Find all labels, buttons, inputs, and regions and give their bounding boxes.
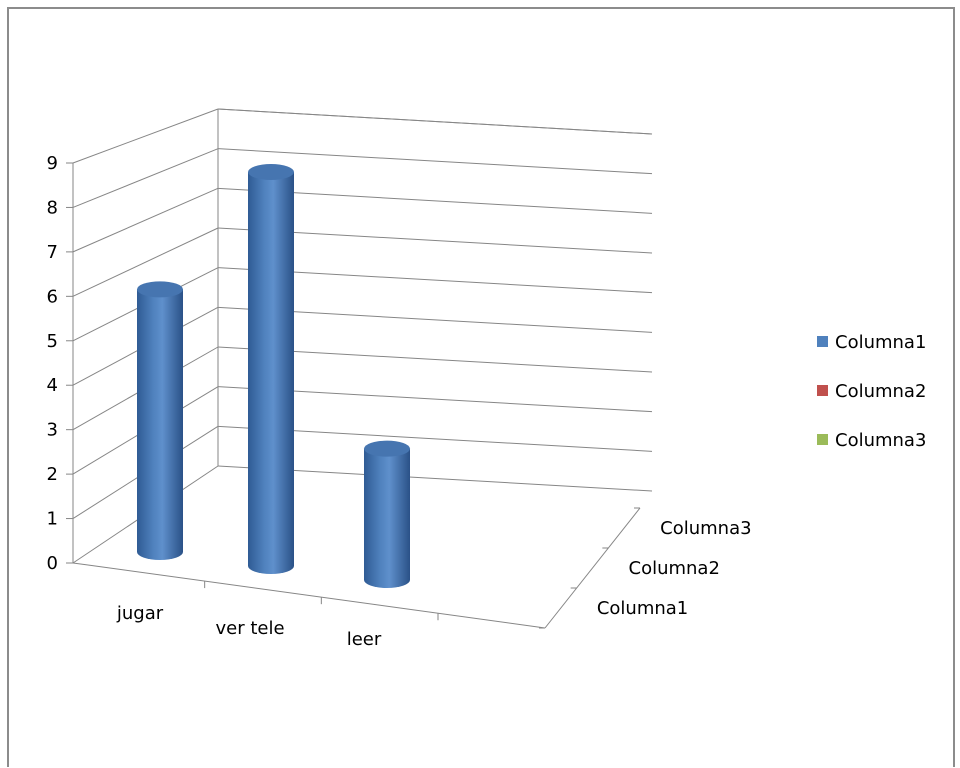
bar-top <box>248 164 294 180</box>
legend-swatch <box>817 385 828 396</box>
bar-body <box>137 289 183 560</box>
y-tick-label: 5 <box>47 331 58 352</box>
depth-axis-line <box>544 507 641 629</box>
y-tick-label: 6 <box>47 286 58 307</box>
x-tick-label: ver tele <box>215 618 284 639</box>
depth-tick-label: Columna3 <box>660 518 751 539</box>
bar-ver-tele <box>248 164 294 574</box>
gridline <box>72 187 219 253</box>
depth-tick-label: Columna2 <box>629 558 720 579</box>
y-tick-label: 0 <box>47 553 58 574</box>
x-tick-label: jugar <box>116 603 164 624</box>
bar-body <box>364 448 410 588</box>
gridline <box>217 148 653 175</box>
y-tick-label: 4 <box>47 375 58 396</box>
bar-leer <box>364 440 410 588</box>
y-tick-label: 1 <box>47 509 58 530</box>
y-tick-label: 7 <box>47 242 58 263</box>
legend-swatch <box>817 434 828 445</box>
y-tick-label: 9 <box>47 153 58 174</box>
x-axis-line <box>87 564 546 629</box>
gridline <box>72 108 219 164</box>
y-tick-label: 2 <box>47 464 58 485</box>
gridline <box>72 227 219 297</box>
legend-label: Columna2 <box>835 381 926 402</box>
x-tick-label: leer <box>347 629 382 650</box>
gridline <box>72 148 219 208</box>
y-tick-label: 3 <box>47 420 58 441</box>
bar-body <box>248 172 294 574</box>
bar-top <box>137 281 183 298</box>
legend-label: Columna1 <box>835 332 926 353</box>
legend-label: Columna3 <box>835 430 926 451</box>
bar-top <box>364 440 410 457</box>
floor-edge <box>72 562 89 566</box>
y-tick-label: 8 <box>47 197 58 218</box>
depth-tick-label: Columna1 <box>597 598 688 619</box>
gridline <box>217 108 653 135</box>
bar-jugar <box>137 281 183 560</box>
legend-swatch <box>817 336 828 347</box>
